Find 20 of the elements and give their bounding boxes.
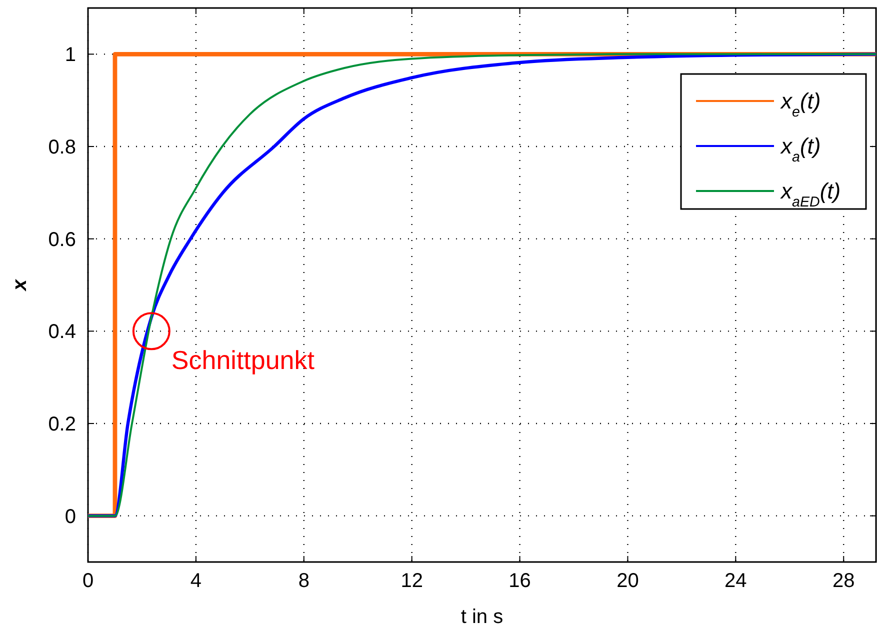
x-tick-label: 24 [724,570,747,592]
legend-label: x$_{a}$(t) [780,134,821,166]
x-tick-label: 8 [298,570,310,592]
x-tick-label: 4 [190,570,202,592]
legend-label: x$_{e}$(t) [780,88,821,121]
y-axis-title: x [9,278,31,292]
y-tick-label: 1 [64,44,76,66]
x-tick-label: 28 [832,570,855,592]
y-tick-label: 0.6 [48,228,76,251]
x-tick-label: 16 [508,570,531,592]
x-tick-label: 20 [616,570,639,592]
legend-label: x$_{aED}$(t) [780,178,841,211]
y-tick-label: 0 [64,506,76,528]
annotation: Schnittpunkt [171,345,316,376]
y-tick-label: 0.8 [48,136,76,158]
y-tick-label: 0.4 [48,321,76,344]
y-tick-label: 0.2 [48,414,76,436]
x-tick-label: 12 [400,570,423,592]
x-axis-title: t in s [460,606,504,628]
x-tick-label: 0 [82,570,94,592]
